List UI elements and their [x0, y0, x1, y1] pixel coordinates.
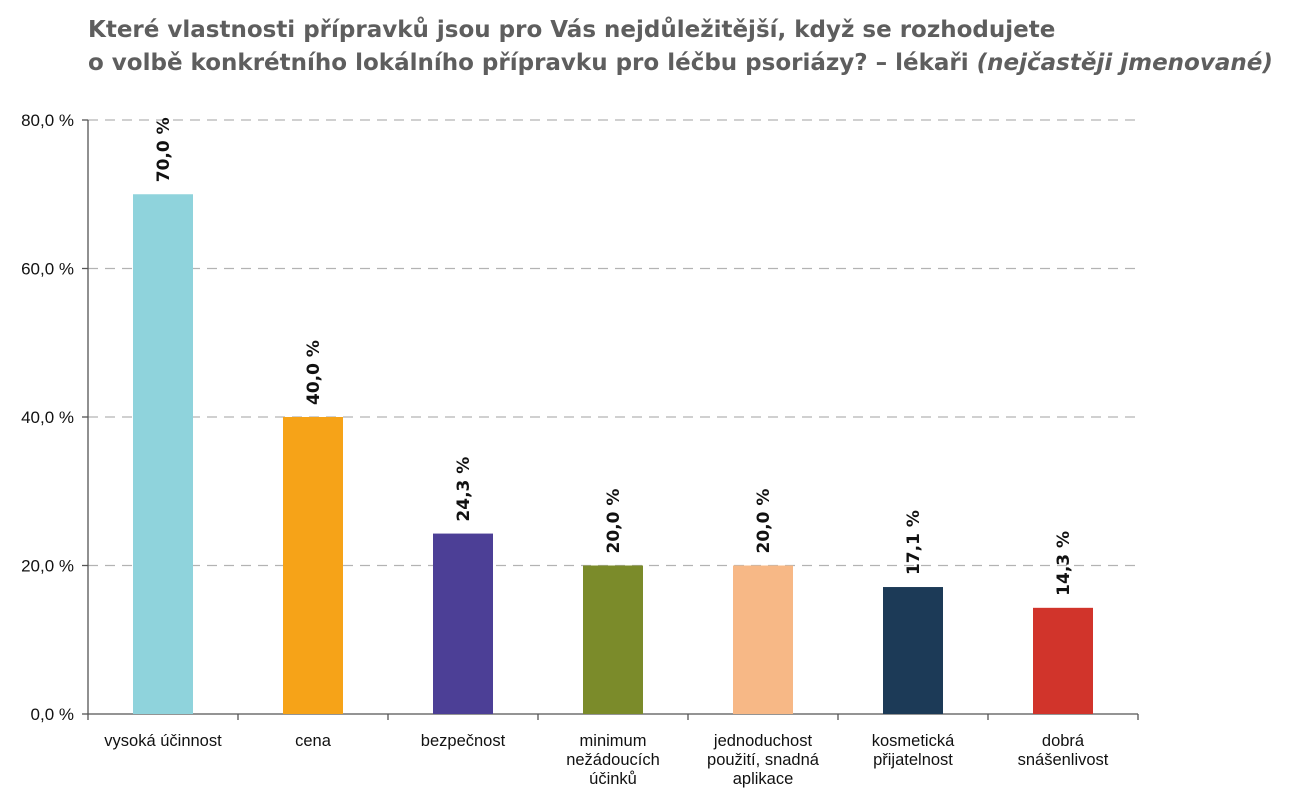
- x-category-label-line: snášenlivost: [1018, 751, 1109, 769]
- bar: [733, 565, 793, 714]
- x-category-label-line: jednoduchost: [713, 732, 813, 750]
- x-category-label-line: bezpečnost: [421, 732, 506, 750]
- data-label: 70,0 %: [154, 117, 174, 182]
- x-category-label: cena: [295, 732, 332, 750]
- x-category-label-line: nežádoucích: [566, 751, 660, 769]
- chart-title-line-2-main: o volbě konkrétního lokálního přípravku …: [88, 50, 969, 76]
- x-category-label: jednoduchost použití, snadná aplikace: [707, 732, 820, 788]
- bar: [583, 565, 643, 714]
- y-tick-label: 80,0 %: [21, 111, 74, 130]
- data-label: 14,3 %: [1054, 531, 1074, 596]
- x-category-label-line: cena: [295, 732, 332, 750]
- x-category-label-line: kosmetická: [872, 732, 955, 750]
- chart-title-note: (nejčastěji jmenované): [976, 50, 1273, 76]
- data-label: 40,0 %: [304, 340, 324, 405]
- x-category-label-line: účinků: [589, 770, 637, 788]
- x-category-label-line: přijatelnost: [873, 751, 953, 769]
- x-category-label-line: dobrá: [1042, 732, 1085, 750]
- x-category-label: dobrá snášenlivost: [1018, 732, 1109, 769]
- bar: [133, 194, 193, 714]
- chart-title-line-1: Které vlastnosti přípravků jsou pro Vás …: [88, 17, 1056, 43]
- y-tick-label: 60,0 %: [21, 260, 74, 279]
- y-tick-label: 40,0 %: [21, 408, 74, 427]
- data-label: 17,1 %: [904, 510, 924, 575]
- y-tick-label: 20,0 %: [21, 557, 74, 576]
- y-tick-label: 0,0 %: [31, 705, 74, 724]
- chart-title-line-2: o volbě konkrétního lokálního přípravku …: [88, 47, 1288, 80]
- x-category-label: vysoká účinnost: [104, 732, 222, 750]
- labels: 0,0 % 20,0 % 40,0 % 60,0 % 80,0 % 70,0 % vysok…: [21, 111, 1109, 788]
- data-label: 24,3 %: [454, 457, 474, 522]
- bar: [883, 587, 943, 714]
- bar: [1033, 607, 1093, 714]
- x-category-label: kosmetická přijatelnost: [872, 732, 955, 769]
- gridlines: [88, 119, 1138, 567]
- x-category-label-line: minimum: [580, 732, 647, 750]
- x-category-label: bezpečnost: [421, 732, 506, 750]
- x-category-label-line: použití, snadná: [707, 751, 820, 769]
- bar: [433, 533, 493, 714]
- bars: [133, 194, 1093, 714]
- x-category-label-line: aplikace: [733, 770, 794, 788]
- x-category-label: minimum nežádoucích účinků: [566, 732, 660, 788]
- x-category-label-line: vysoká účinnost: [104, 732, 222, 750]
- bar: [283, 417, 343, 714]
- data-label: 20,0 %: [754, 489, 774, 554]
- data-label: 20,0 %: [604, 489, 624, 554]
- chart-title: Které vlastnosti přípravků jsou pro Vás …: [88, 14, 1288, 80]
